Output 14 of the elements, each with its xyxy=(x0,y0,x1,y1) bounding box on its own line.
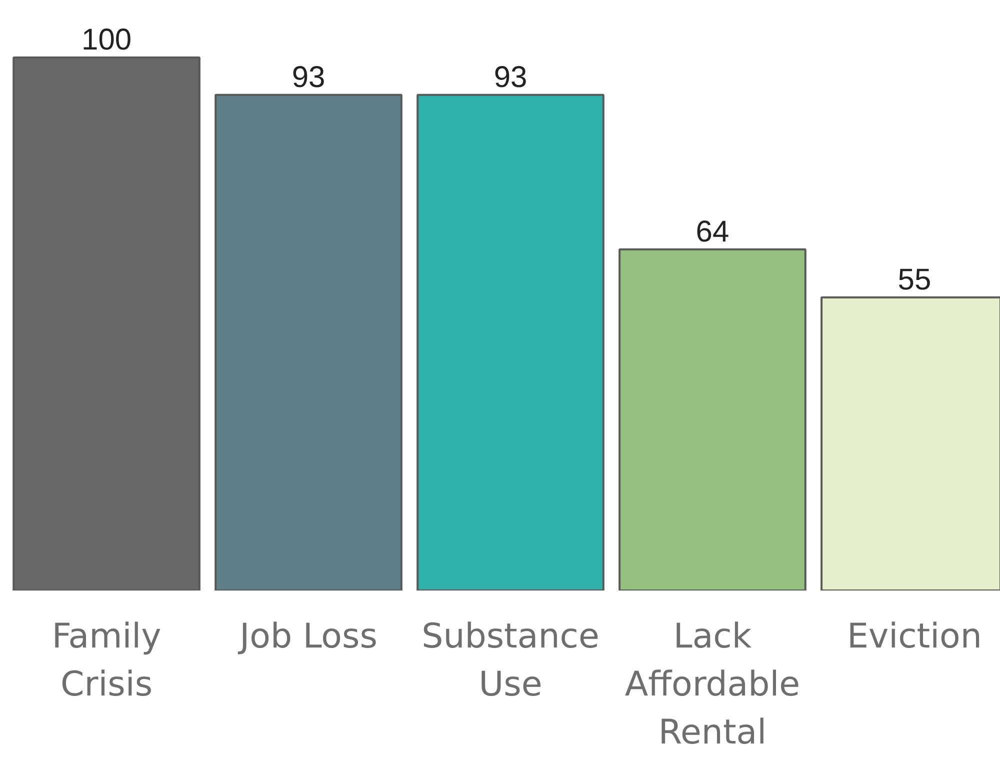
bar xyxy=(416,94,604,590)
data-label: 55 xyxy=(898,263,932,296)
x-tick-label: Job Loss xyxy=(238,616,378,656)
x-tick-label: Eviction xyxy=(847,616,982,656)
bar xyxy=(12,56,200,590)
x-tick-label: Family Crisis xyxy=(52,616,162,704)
data-label: 100 xyxy=(82,24,132,57)
bar xyxy=(618,248,806,590)
data-label: 64 xyxy=(696,215,730,248)
x-tick-label: Lack Affordable Rental xyxy=(624,616,800,752)
data-label: 93 xyxy=(494,60,528,94)
x-tick-label: Substance Use xyxy=(422,616,600,704)
data-label: 93 xyxy=(292,60,326,94)
bar xyxy=(214,94,402,590)
